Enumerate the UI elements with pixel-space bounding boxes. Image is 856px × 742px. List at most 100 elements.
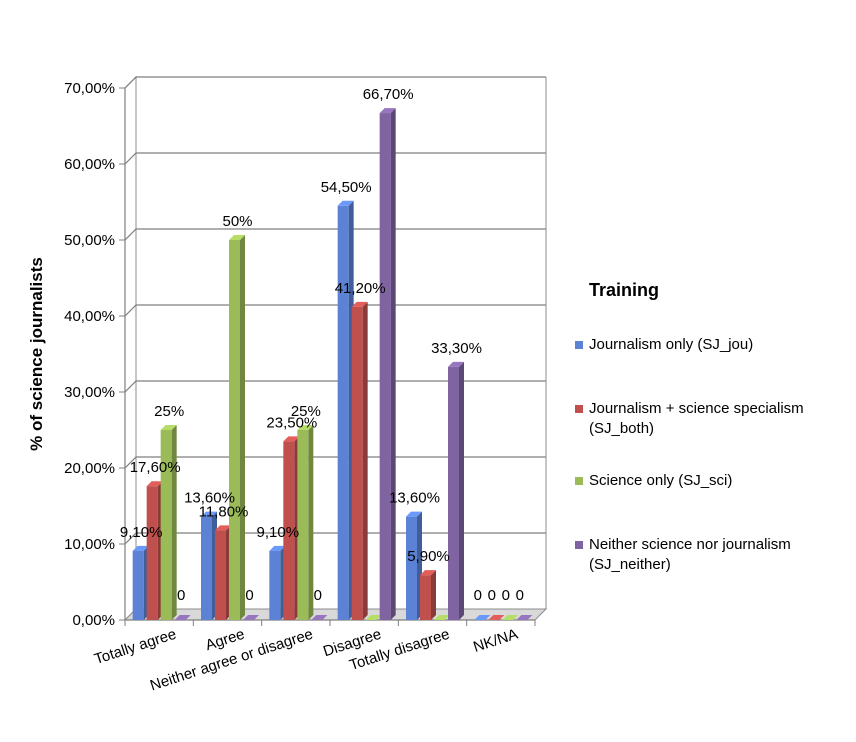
legend-swatch-sj-both: [575, 405, 583, 413]
legend-label-sj-jou: Journalism only (SJ_jou): [589, 336, 754, 353]
data-label: 0: [502, 587, 510, 604]
bar: [201, 516, 212, 620]
gridline: [124, 228, 546, 241]
legend-label-sj-neither: Neither science nor journalism (SJ_neith…: [589, 536, 791, 573]
bar: [132, 550, 144, 620]
bar-top: [243, 615, 259, 620]
bar-top: [379, 108, 396, 114]
bar: [160, 430, 172, 620]
y-axis-title: % of science journalists: [27, 257, 46, 451]
bar-top: [406, 511, 422, 517]
y-tick-label: 70,00%: [64, 80, 115, 97]
legend-item-sj-sci: Science only (SJ_sci): [575, 471, 850, 491]
bar-top: [160, 425, 177, 430]
x-tick-label: Totally agree: [92, 626, 178, 668]
y-tick-label: 0,00%: [72, 612, 115, 629]
bar: [297, 430, 309, 620]
bar: [351, 306, 363, 620]
bar-top: [297, 425, 314, 430]
bar-top: [365, 615, 382, 620]
legend-label-sj-sci: Science only (SJ_sci): [589, 472, 733, 489]
data-label: 41,20%: [335, 280, 386, 297]
bar-side: [362, 301, 368, 620]
data-label: 0: [488, 587, 496, 604]
y-tick-label: 50,00%: [64, 232, 115, 249]
y-tick-label: 40,00%: [64, 308, 115, 325]
data-label: 25%: [291, 403, 321, 420]
data-label: 0: [516, 587, 524, 604]
gridline: [124, 304, 546, 317]
bar-top: [351, 301, 368, 307]
bar-top: [311, 615, 328, 620]
gridline: [124, 152, 546, 165]
bar: [215, 530, 226, 620]
bar-side: [308, 425, 314, 620]
data-label: 17,60%: [130, 459, 181, 476]
bar-top: [201, 511, 217, 517]
bar-top: [269, 545, 286, 551]
bar: [269, 550, 281, 620]
data-label: 0: [314, 587, 322, 604]
data-label: 25%: [154, 403, 184, 420]
data-label: 54,50%: [321, 179, 372, 196]
bar-top: [516, 615, 533, 620]
gridline: [124, 76, 546, 89]
bar-top: [448, 361, 464, 367]
legend-title: Training: [589, 280, 660, 300]
y-tick-label: 10,00%: [64, 536, 115, 553]
bar-top: [215, 525, 231, 531]
y-tick-label: 30,00%: [64, 384, 115, 401]
data-label: 11,80%: [199, 503, 249, 520]
bar: [379, 113, 391, 620]
bar-top: [174, 615, 191, 620]
bar-top: [434, 615, 450, 620]
data-label: 13,60%: [389, 490, 440, 507]
data-label: 13,60%: [184, 490, 235, 507]
bar-top: [502, 615, 519, 620]
legend-swatch-sj-jou: [575, 341, 583, 349]
data-label: 9,10%: [257, 524, 300, 541]
data-label: 0: [245, 587, 253, 604]
bar: [146, 486, 158, 620]
legend-swatch-sj-sci: [575, 477, 583, 485]
bar-top: [337, 200, 354, 206]
data-label: 5,90%: [407, 548, 450, 565]
gridline: [124, 456, 546, 469]
bar-top: [132, 545, 149, 551]
bar: [229, 240, 240, 620]
bar-top: [474, 615, 491, 620]
data-label: 66,70%: [363, 86, 414, 103]
gridline: [124, 532, 546, 545]
bar-side: [390, 108, 396, 620]
data-label: 33,30%: [431, 340, 482, 357]
bar: [420, 575, 431, 620]
gridline: [124, 380, 546, 393]
data-label: 0: [177, 587, 185, 604]
legend-item-sj-both: Journalism + science specialism (SJ_both…: [575, 399, 849, 439]
bar-side: [171, 425, 177, 620]
bar: [283, 441, 295, 620]
y-tick-label: 60,00%: [64, 156, 115, 173]
legend-swatch-sj-neither: [575, 541, 583, 549]
bar: [337, 205, 349, 621]
data-label: 9,10%: [120, 524, 163, 541]
bar-top: [488, 615, 505, 620]
bar-side: [240, 235, 245, 620]
data-label: 50%: [222, 213, 252, 230]
bar-top: [146, 481, 163, 487]
legend-label-sj-both: Journalism + science specialism (SJ_both…: [589, 400, 804, 437]
data-label: 0: [474, 587, 482, 604]
legend-item-sj-neither: Neither science nor journalism (SJ_neith…: [575, 535, 839, 575]
bar-side: [459, 361, 464, 620]
bar: [448, 366, 459, 620]
legend: Training Journalism only (SJ_jou) Journa…: [575, 280, 850, 575]
bar-top: [229, 235, 245, 240]
bar: [406, 516, 417, 620]
bar-top: [283, 436, 300, 442]
data-label: 23,50%: [266, 414, 317, 431]
y-tick-label: 20,00%: [64, 460, 115, 477]
bar-side: [431, 570, 436, 620]
bar-top: [420, 570, 436, 576]
legend-item-sj-jou: Journalism only (SJ_jou): [575, 335, 850, 355]
